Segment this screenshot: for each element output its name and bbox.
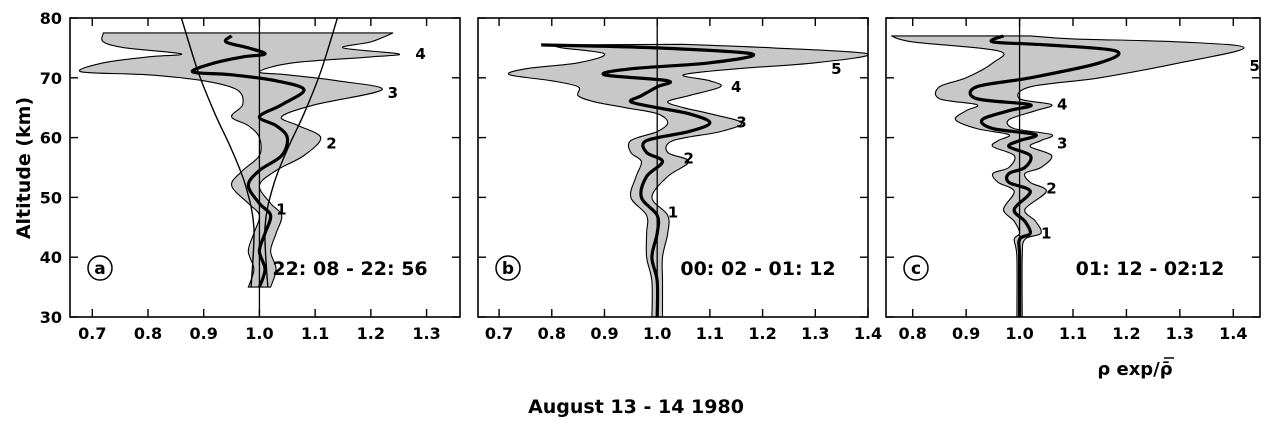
x-tick-label: 1.1 bbox=[301, 324, 329, 343]
mode-label: 5 bbox=[831, 60, 841, 78]
x-tick-label: 0.8 bbox=[538, 324, 566, 343]
y-axis-label: Altitude (km) bbox=[13, 97, 35, 239]
panel-frame bbox=[69, 17, 461, 318]
x-tick-label: 1.3 bbox=[801, 324, 829, 343]
mode-label: 2 bbox=[1046, 179, 1056, 197]
mode-label: 1 bbox=[1041, 224, 1051, 242]
plot-area bbox=[507, 18, 868, 317]
time-period-label: 01: 12 - 02:12 bbox=[1076, 258, 1225, 280]
mode-label: 4 bbox=[1057, 96, 1067, 114]
x-tick-label: 0.7 bbox=[485, 324, 513, 343]
mode-label: 4 bbox=[415, 45, 425, 63]
x-tick-label: 0.9 bbox=[590, 324, 618, 343]
x-tick-label: 0.7 bbox=[78, 324, 106, 343]
x-tick-label: 1.4 bbox=[854, 324, 882, 343]
mode-label: 3 bbox=[388, 84, 398, 102]
mean-profile-line bbox=[968, 34, 1121, 317]
x-axis-label: ρ exp/ρ̄ bbox=[1097, 359, 1172, 380]
mode-label: 1 bbox=[668, 203, 678, 221]
time-period-label: 00: 02 - 01: 12 bbox=[680, 258, 835, 280]
x-tick-label: 1.1 bbox=[696, 324, 724, 343]
panel-letter-circle bbox=[495, 255, 521, 281]
mode-label: 4 bbox=[731, 78, 741, 96]
mode-label: 2 bbox=[684, 150, 694, 168]
x-tick-label: 1.3 bbox=[412, 324, 440, 343]
fan-line-right bbox=[264, 18, 339, 288]
time-period-label: 22: 08 - 22: 56 bbox=[272, 258, 427, 280]
x-tick-label: 0.9 bbox=[952, 324, 980, 343]
panel-letter: c bbox=[911, 259, 921, 279]
plot-area bbox=[78, 18, 401, 317]
uncertainty-envelope bbox=[891, 35, 1245, 317]
mode-label: 3 bbox=[1057, 135, 1067, 153]
x-tick-label: 0.8 bbox=[899, 324, 927, 343]
panel-letter-circle bbox=[903, 255, 929, 281]
x-tick-label: 1.2 bbox=[357, 324, 385, 343]
uncertainty-envelope bbox=[507, 43, 868, 317]
panel-frame bbox=[477, 17, 869, 318]
x-tick-label: 1.0 bbox=[1005, 324, 1033, 343]
figure-caption: August 13 - 14 1980 bbox=[528, 396, 744, 418]
panel-letter: b bbox=[502, 259, 514, 279]
y-tick-label: 30 bbox=[40, 308, 62, 327]
y-tick-label: 60 bbox=[40, 129, 62, 148]
x-tick-label: 1.2 bbox=[1112, 324, 1140, 343]
x-tick-label: 0.9 bbox=[190, 324, 218, 343]
mode-label: 5 bbox=[1249, 57, 1259, 75]
mean-profile-line bbox=[190, 34, 306, 288]
plot-area bbox=[891, 18, 1245, 317]
x-tick-label: 1.0 bbox=[643, 324, 671, 343]
y-tick-label: 40 bbox=[40, 248, 62, 267]
y-tick-label: 50 bbox=[40, 188, 62, 207]
mode-label: 3 bbox=[736, 114, 746, 132]
panel-b: 0.7 0.8 0.9 1.0 1.1 1.2 1.3 1.4 1 2 3 4 5 b 00: 02 - 0… bbox=[477, 17, 882, 343]
mode-label: 1 bbox=[276, 200, 286, 218]
y-tick-label: 80 bbox=[40, 9, 62, 28]
panel-letter: a bbox=[94, 259, 105, 279]
x-tick-label: 1.3 bbox=[1166, 324, 1194, 343]
x-tick-label: 0.8 bbox=[134, 324, 162, 343]
panel-a: 0.7 0.8 0.9 1.0 1.1 1.2 1.3 30 40 50 60 70 80 1 2 3 4 a 22… bbox=[40, 9, 461, 343]
x-tick-label: 1.2 bbox=[748, 324, 776, 343]
x-tick-label: 1.0 bbox=[245, 324, 273, 343]
panel-letter-circle bbox=[87, 255, 113, 281]
mode-label: 2 bbox=[326, 135, 336, 153]
x-tick-label: 1.4 bbox=[1219, 324, 1247, 343]
x-tick-label: 1.1 bbox=[1059, 324, 1087, 343]
mean-profile-line bbox=[541, 43, 756, 317]
uncertainty-envelope bbox=[78, 32, 401, 288]
y-tick-label: 70 bbox=[40, 69, 62, 88]
panel-c: 0.8 0.9 1.0 1.1 1.2 1.3 1.4 1 2 3 4 5 c 01: 12 - 02:1… bbox=[885, 17, 1261, 343]
